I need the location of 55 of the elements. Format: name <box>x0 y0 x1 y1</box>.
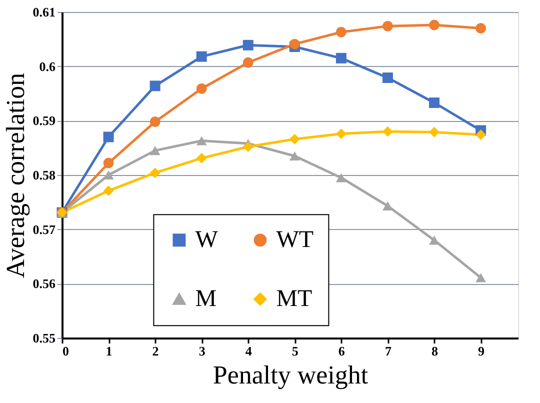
legend-label: WT <box>276 227 314 254</box>
point <box>336 52 346 64</box>
point <box>196 51 207 62</box>
point <box>382 126 393 137</box>
y-tick-label: 0.55 <box>32 330 56 346</box>
point <box>429 126 440 138</box>
point <box>429 20 440 30</box>
point <box>196 136 207 146</box>
point <box>242 40 254 50</box>
x-tick-label: 3 <box>198 344 206 358</box>
y-tick-label: 0.59 <box>32 113 56 128</box>
x-tick-label: 0 <box>62 344 69 358</box>
x-tick-label: 9 <box>478 344 486 358</box>
y-tick-label: 0.57 <box>32 222 56 237</box>
x-tick-label: 7 <box>384 344 392 358</box>
point <box>242 142 254 152</box>
point <box>336 26 346 38</box>
point <box>196 152 207 164</box>
x-tick-label: 1 <box>106 344 112 358</box>
point <box>150 116 160 127</box>
point <box>382 72 393 83</box>
x-tick-label: 5 <box>292 344 299 358</box>
point <box>103 132 114 142</box>
point <box>196 83 207 94</box>
point <box>150 80 160 92</box>
y-axis-title: Average correlation <box>0 72 30 278</box>
point <box>476 23 486 34</box>
point <box>150 168 160 178</box>
point <box>289 38 300 50</box>
legend-label: M <box>195 286 217 312</box>
x-tick-label: 6 <box>338 344 346 358</box>
point <box>476 273 486 282</box>
y-tick-label: 0.61 <box>32 4 56 20</box>
y-tick-label: 0.58 <box>32 168 56 182</box>
point <box>150 146 160 156</box>
point <box>103 186 114 196</box>
point <box>289 151 300 161</box>
point <box>429 236 440 245</box>
x-axis-title: Penalty weight <box>212 360 369 390</box>
y-tick-label: 0.56 <box>32 276 56 292</box>
point <box>336 128 346 139</box>
point <box>242 57 254 68</box>
point <box>382 201 393 211</box>
x-tick-label: 8 <box>431 344 438 358</box>
legend-label: W <box>195 227 218 254</box>
point <box>429 97 440 108</box>
legend-label: MT <box>276 286 313 312</box>
y-tick-label: 0.6 <box>39 58 56 74</box>
point <box>289 134 300 144</box>
x-tick-label: 2 <box>152 344 159 358</box>
point <box>382 20 393 32</box>
x-tick-label: 4 <box>245 344 252 358</box>
point <box>476 130 486 140</box>
point <box>336 173 346 182</box>
point <box>103 158 114 168</box>
